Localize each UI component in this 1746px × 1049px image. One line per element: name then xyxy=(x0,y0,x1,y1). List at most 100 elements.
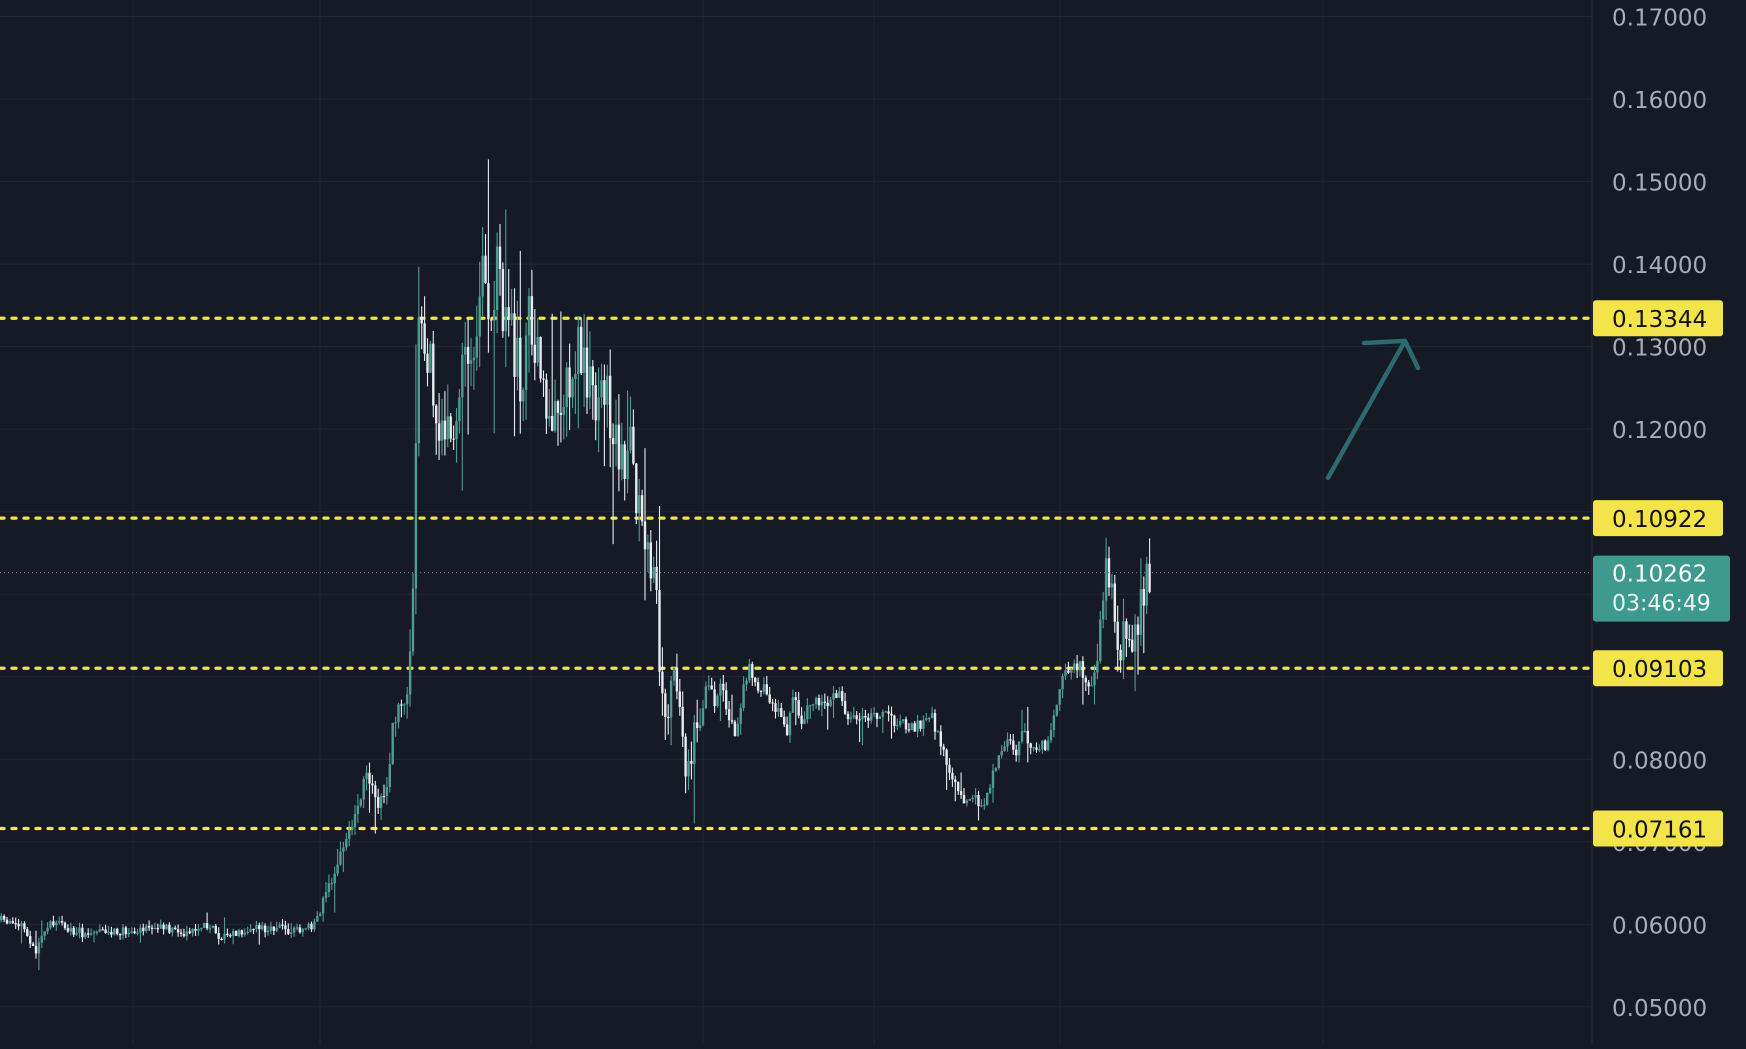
candle-body xyxy=(959,791,963,796)
candle-body xyxy=(899,721,902,725)
candle-body xyxy=(907,729,911,731)
candle-body xyxy=(490,319,493,321)
candle-body xyxy=(432,343,435,406)
candle-body xyxy=(704,686,708,709)
candle-body xyxy=(690,760,693,764)
candle-body xyxy=(977,795,980,807)
candle-body xyxy=(667,716,670,719)
candle-body xyxy=(797,700,800,716)
arrow-up-right-icon xyxy=(1325,338,1421,481)
candle-body xyxy=(81,927,84,938)
candle-body xyxy=(249,928,252,932)
candle-body xyxy=(1075,663,1079,671)
candle-body xyxy=(1073,663,1076,670)
candle-body xyxy=(823,701,826,703)
candle-body xyxy=(1104,558,1108,601)
candle-body xyxy=(522,389,525,402)
candle-body xyxy=(872,712,876,715)
candle-body xyxy=(774,703,777,712)
candle-body xyxy=(942,746,945,750)
candle-body xyxy=(646,542,650,550)
candle-body xyxy=(968,798,971,801)
candle-body xyxy=(829,699,832,707)
candle-body xyxy=(1136,624,1140,635)
candle-body xyxy=(620,444,623,470)
candle-body xyxy=(237,930,241,936)
candle-body xyxy=(350,827,354,830)
candle-body xyxy=(324,892,328,898)
price-axis[interactable]: 0.050000.060000.070000.080000.120000.130… xyxy=(1612,6,1707,1022)
candle-body xyxy=(745,680,748,685)
candle-body xyxy=(136,932,139,934)
candle-body xyxy=(875,712,879,719)
candle-body xyxy=(1055,704,1058,716)
candle-body xyxy=(124,927,128,935)
candle-body xyxy=(95,931,99,933)
candle-body xyxy=(742,684,745,708)
candle-body xyxy=(43,931,46,936)
candle-body xyxy=(809,705,812,707)
candle-body xyxy=(104,929,107,933)
candle-body xyxy=(548,415,551,419)
candle-body xyxy=(1009,739,1012,741)
candle-body xyxy=(310,923,313,930)
candle-body xyxy=(701,708,705,726)
price-levels: 0.13344 0.10922 0.09103 0.07161 xyxy=(0,300,1723,847)
candle-body xyxy=(565,367,568,408)
candle-body xyxy=(1017,741,1021,756)
candle-body xyxy=(377,797,380,808)
candle-body xyxy=(812,704,815,706)
candle-body xyxy=(255,925,258,930)
candle-body xyxy=(791,697,795,713)
candle-body xyxy=(1029,743,1032,748)
candle-body xyxy=(713,689,716,707)
candle-body xyxy=(1058,689,1061,705)
candle-body xyxy=(495,246,499,311)
candle-body xyxy=(0,915,3,921)
candle-body xyxy=(501,268,505,332)
candle-body xyxy=(20,923,23,927)
candle-body xyxy=(922,720,925,729)
candle-body xyxy=(1090,685,1093,687)
candle-body xyxy=(116,928,119,934)
current-price-countdown: 03:46:49 xyxy=(1612,592,1711,617)
candle-body xyxy=(980,805,983,807)
candle-body xyxy=(693,722,696,764)
candle-body xyxy=(957,782,960,792)
candle-body xyxy=(464,346,467,355)
candle-body xyxy=(852,715,855,718)
y-tick-label: 0.13000 xyxy=(1612,336,1707,362)
candle-body xyxy=(382,795,386,798)
price-level-label: 0.10922 xyxy=(1612,507,1707,533)
candle-body xyxy=(176,929,180,933)
candle-body xyxy=(313,921,316,930)
trend-arrow-annotation[interactable] xyxy=(1325,338,1421,481)
candle-body xyxy=(240,930,244,935)
candle-body xyxy=(261,925,264,930)
candle-body xyxy=(658,590,661,672)
candle-body xyxy=(916,720,919,732)
candle-body xyxy=(72,927,75,935)
candle-body xyxy=(14,923,17,925)
candle-body xyxy=(600,380,603,398)
candle-body xyxy=(1032,747,1035,749)
candle-body xyxy=(716,695,719,707)
candle-body xyxy=(638,495,641,514)
candle-body xyxy=(203,923,206,929)
candle-body xyxy=(780,708,783,717)
candle-body xyxy=(1012,740,1015,750)
candle-body xyxy=(904,719,908,730)
candle-body xyxy=(864,715,867,718)
candle-body xyxy=(226,933,229,936)
candle-body xyxy=(159,924,162,929)
candle-body xyxy=(1078,661,1082,671)
candle-body xyxy=(92,932,96,934)
candle-body xyxy=(478,296,481,337)
candle-body xyxy=(127,932,130,935)
candle-body xyxy=(756,682,760,691)
candle-body xyxy=(867,717,870,721)
y-tick-label: 0.17000 xyxy=(1612,6,1707,32)
candle-body xyxy=(133,931,136,934)
